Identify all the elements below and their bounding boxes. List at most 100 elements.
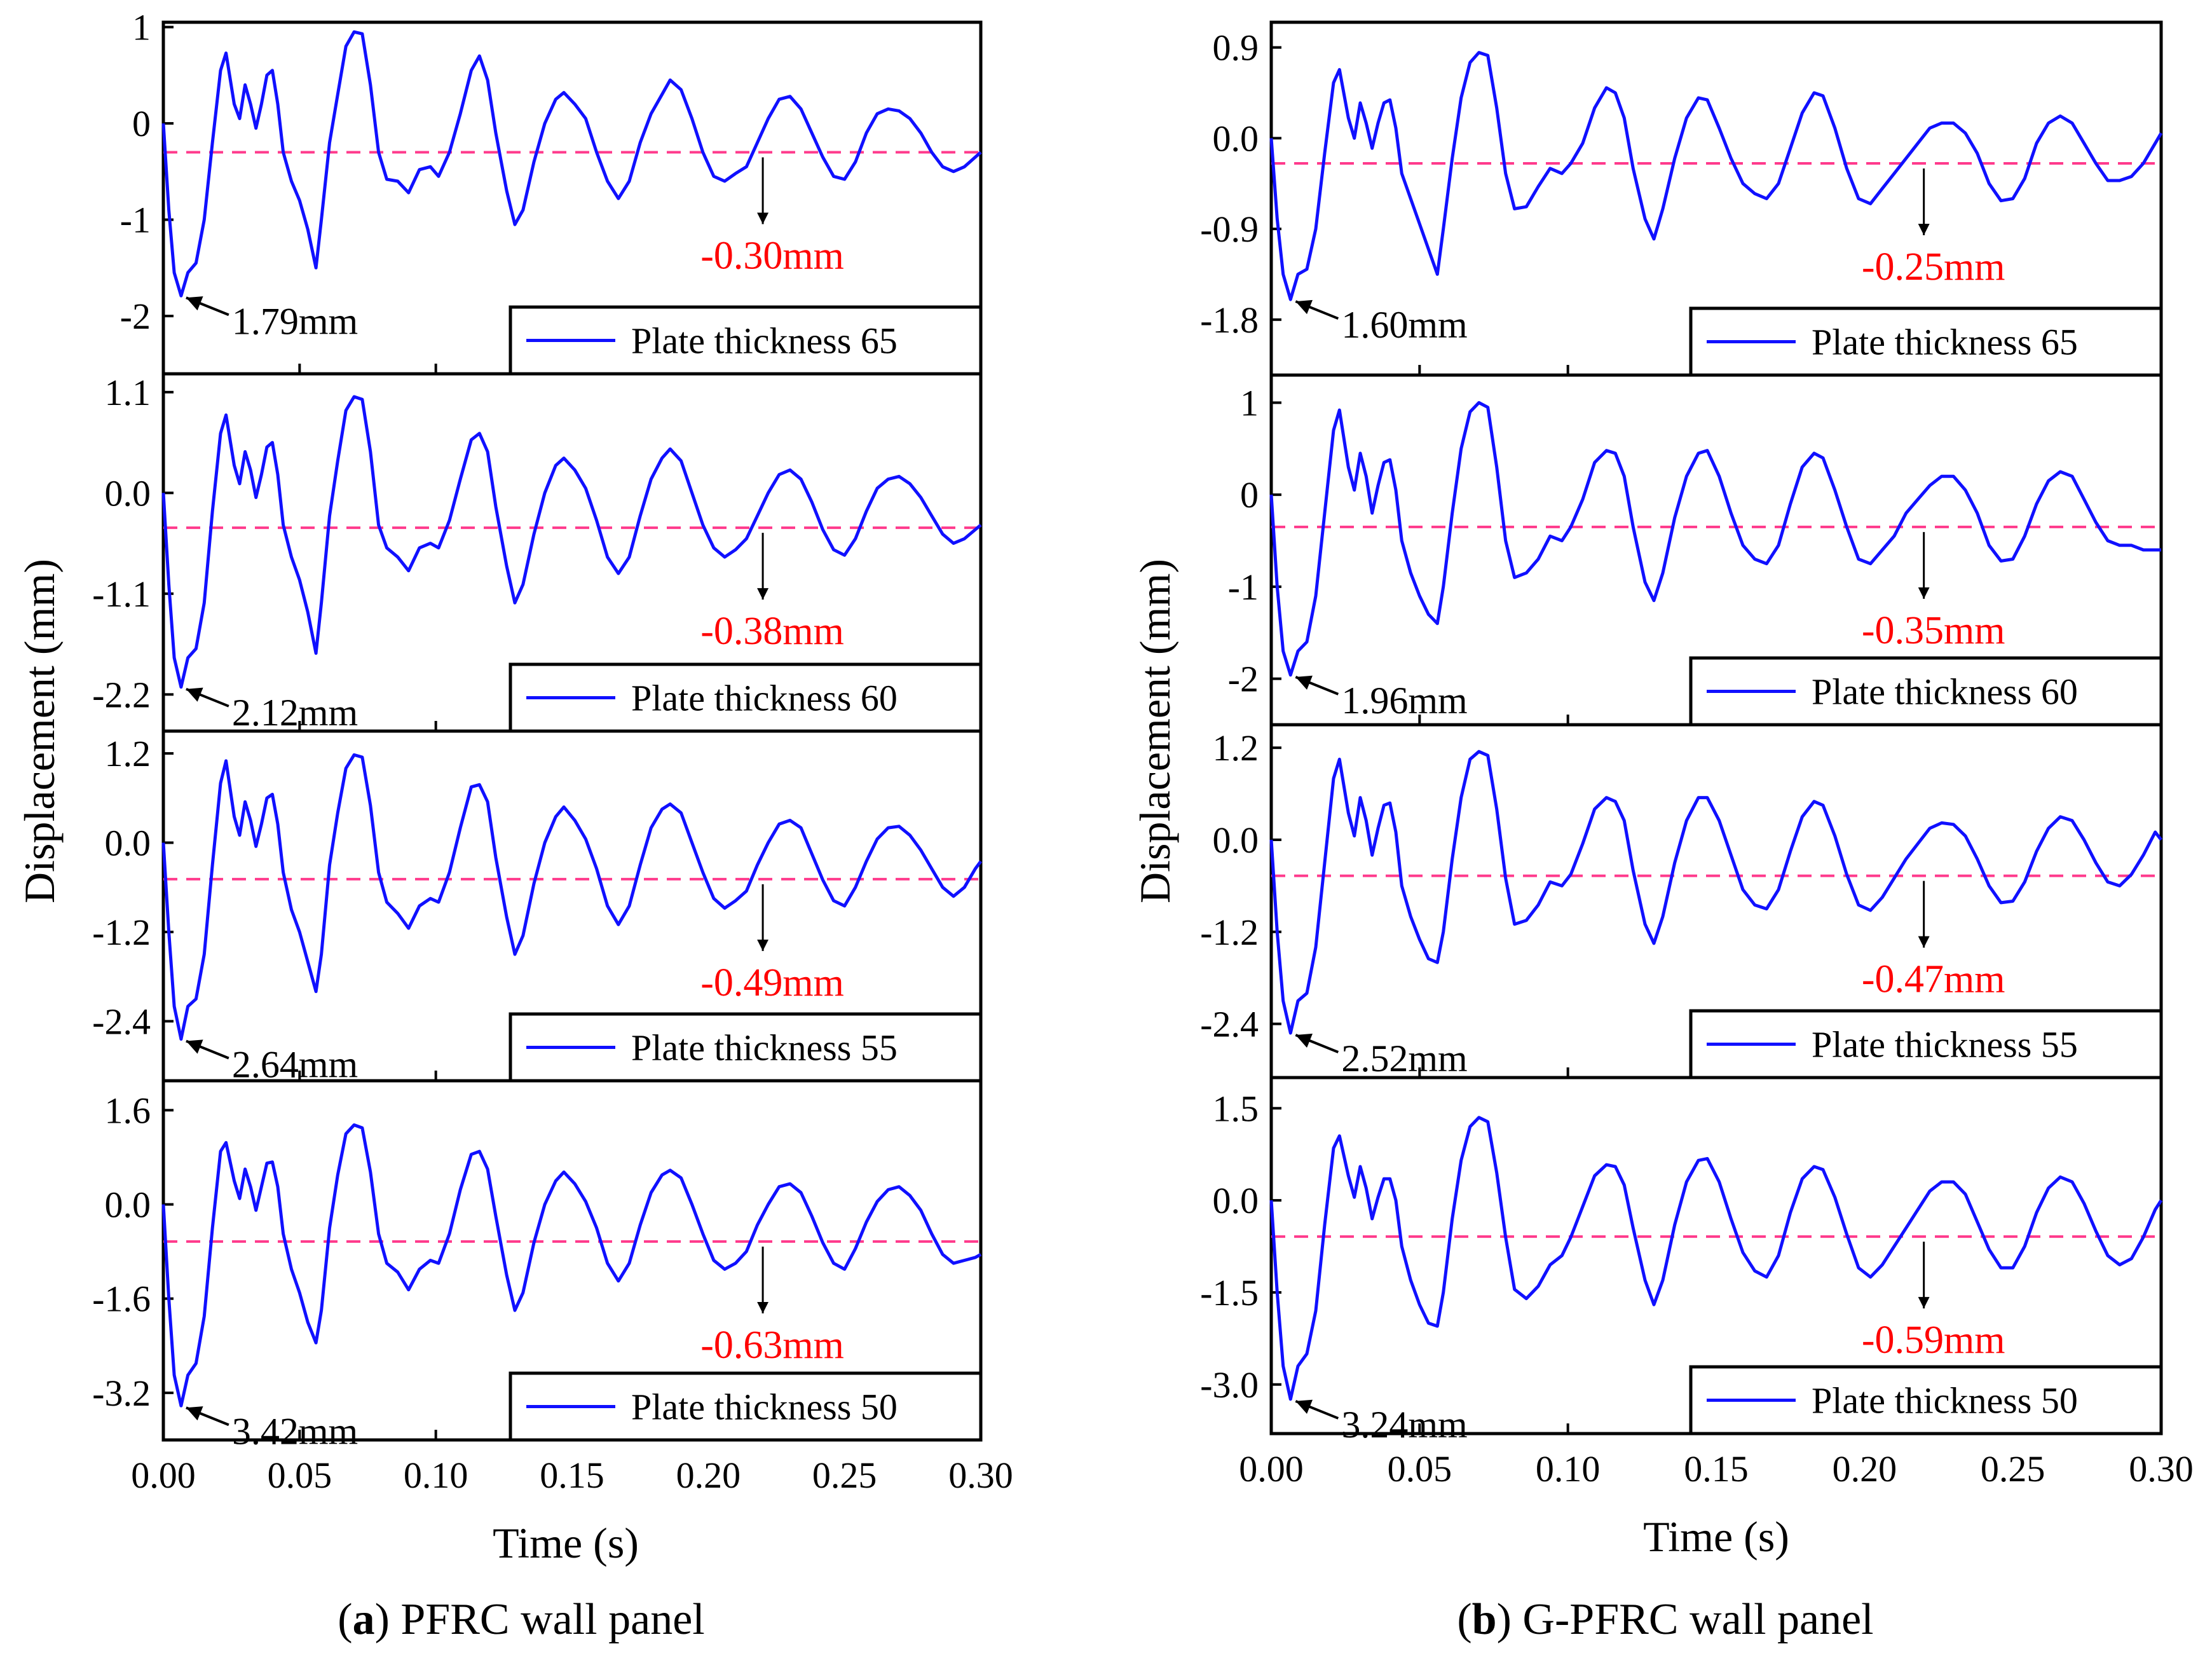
panels: 1 0 -1 -2 1.79mm -0.30mm Plate thickness 65 1.1… [92, 7, 2163, 1452]
displacement-series-line [161, 30, 982, 298]
mean-label: -0.49mm [700, 961, 844, 1004]
mean-label: -0.59mm [1862, 1319, 2005, 1362]
panel-b-2: 1.2 0.0 -1.2 -2.4 2.52mm -0.47mm Plate thickne… [1200, 723, 2163, 1079]
x-tick-label: 0.05 [268, 1455, 332, 1496]
chart-a-caption-text: PFRC wall panel [400, 1595, 704, 1644]
displacement-series-line [161, 753, 983, 1041]
x-tick-label: 0.10 [404, 1455, 468, 1496]
mean-label: -0.35mm [1862, 609, 2005, 652]
y-tick-label: 0.0 [105, 472, 151, 514]
y-tick-label: -2.2 [92, 674, 151, 715]
y-tick-label: -1 [1228, 566, 1259, 608]
mean-label: -0.47mm [1862, 958, 2005, 1001]
y-tick-label: 0 [1240, 474, 1259, 516]
displacement-series-line [1269, 401, 2161, 677]
panel-a-0: 1 0 -1 -2 1.79mm -0.30mm Plate thickness 65 [120, 7, 983, 376]
y-tick-label: 1.2 [1213, 727, 1259, 769]
legend-label: Plate thickness 50 [1812, 1380, 2078, 1422]
y-tick-label: 0.9 [1213, 27, 1259, 69]
displacement-series-line [1269, 51, 2163, 301]
y-tick-label: 1 [132, 7, 151, 48]
chart-b-xlabel: Time (s) [1643, 1512, 1789, 1561]
x-tick-label: 0.25 [812, 1455, 877, 1496]
x-tick-label: 0.20 [1833, 1448, 1897, 1490]
x-tick-label: 0.15 [540, 1455, 604, 1496]
y-tick-label: 0.0 [1213, 118, 1259, 159]
displacement-series-line [161, 395, 982, 689]
panel-a-1: 1.1 0.0 -1.1 -2.2 2.12mm -0.38mm Plate thickne… [92, 372, 983, 734]
panel-a-3: 1.6 0.0 -1.6 -3.2 3.42mm -0.63mm Plate thickne… [92, 1079, 983, 1452]
peak-label: 2.52mm [1341, 1038, 1467, 1079]
mean-label: -0.38mm [700, 610, 844, 653]
y-tick-label: -2.4 [92, 1001, 151, 1042]
peak-label: 1.96mm [1341, 680, 1467, 722]
x-tick-label: 0.05 [1388, 1448, 1452, 1490]
x-tick-label: 0.10 [1536, 1448, 1601, 1490]
chart-a-xticks: 0.00 0.05 0.10 0.15 0.20 0.25 0.30 [131, 1455, 1013, 1496]
peak-arrow [186, 296, 229, 317]
legend-label: Plate thickness 60 [1812, 671, 2078, 713]
x-tick-label: 0.20 [676, 1455, 741, 1496]
y-tick-label: 0.0 [105, 823, 151, 864]
mean-label: -0.30mm [700, 235, 844, 278]
peak-arrow [1295, 299, 1339, 320]
x-tick-label: 0.15 [1684, 1448, 1749, 1490]
chart-b-caption: (b) G-PFRC wall panel [1457, 1595, 1873, 1644]
peak-arrow [186, 687, 229, 708]
x-tick-label: 0.00 [131, 1455, 196, 1496]
y-tick-label: 1.1 [105, 372, 151, 413]
y-tick-label: 0 [132, 103, 151, 144]
peak-label: 2.64mm [232, 1043, 358, 1085]
mean-label: -0.25mm [1862, 245, 2005, 289]
peak-arrow [1295, 675, 1339, 695]
y-tick-label: 1.6 [105, 1090, 151, 1131]
peak-arrow [186, 1039, 229, 1060]
y-tick-label: 0.0 [1213, 819, 1259, 861]
y-tick-label: 1.5 [1213, 1088, 1259, 1129]
legend-label: Plate thickness 65 [1812, 322, 2078, 363]
panel-b-0: 0.9 0.0 -0.9 -1.8 1.60mm -0.25mm Plate thickne… [1200, 20, 2163, 377]
y-tick-label: -0.9 [1200, 209, 1259, 250]
legend-label: Plate thickness 65 [631, 320, 898, 362]
y-tick-label: 1.2 [105, 733, 151, 774]
x-tick-label: 0.30 [2129, 1448, 2194, 1490]
chart-b-caption-text: G-PFRC wall panel [1522, 1595, 1873, 1644]
chart-b-xticks: 0.00 0.05 0.10 0.15 0.20 0.25 0.30 [1239, 1448, 2194, 1490]
chart-a-caption-letter: a [353, 1595, 375, 1644]
y-tick-label: -1 [120, 200, 151, 241]
y-tick-label: -1.2 [1200, 912, 1259, 953]
y-tick-label: -1.2 [92, 912, 151, 953]
panel-b-3: 1.5 0.0 -1.5 -3.0 3.24mm -0.59mm Plate thickne… [1200, 1076, 2163, 1446]
y-tick-label: 0.0 [1213, 1180, 1259, 1221]
displacement-series-line [1269, 1116, 2163, 1401]
y-tick-label: -2 [120, 296, 151, 337]
peak-arrow [1295, 1399, 1339, 1420]
x-tick-label: 0.30 [948, 1455, 1013, 1496]
chart-a-caption: (a) PFRC wall panel [338, 1595, 704, 1644]
mean-label: -0.63mm [700, 1324, 844, 1367]
x-tick-label: 0.00 [1239, 1448, 1304, 1490]
y-tick-label: -3.2 [92, 1373, 151, 1414]
peak-label: 2.12mm [232, 692, 358, 734]
legend-label: Plate thickness 55 [631, 1027, 898, 1069]
chart-b-ylabel: Displacement (mm) [1131, 559, 1179, 903]
y-tick-label: -1.6 [92, 1278, 151, 1320]
chart-a-xlabel: Time (s) [493, 1519, 639, 1567]
y-tick-label: 0.0 [105, 1184, 151, 1226]
legend-label: Plate thickness 55 [1812, 1024, 2078, 1065]
chart-a: Displacement (mm) Time (s) (a) PFRC wall… [15, 559, 1013, 1644]
y-tick-label: -2.4 [1200, 1004, 1259, 1045]
chart-b: Displacement (mm) Time (s) (b) G-PFRC wa… [1131, 559, 2194, 1644]
legend-label: Plate thickness 60 [631, 678, 898, 719]
legend-label: Plate thickness 50 [631, 1387, 898, 1428]
y-tick-label: -3.0 [1200, 1364, 1259, 1406]
panel-a-2: 1.2 0.0 -1.2 -2.4 2.64mm -0.49mm Plate thickne… [92, 729, 983, 1085]
y-tick-label: 1 [1240, 382, 1259, 423]
peak-label: 3.42mm [232, 1410, 358, 1452]
y-tick-label: -1.5 [1200, 1272, 1259, 1313]
chart-b-caption-letter: b [1472, 1595, 1497, 1644]
y-tick-label: -2 [1228, 659, 1259, 700]
peak-label: 1.60mm [1341, 304, 1467, 346]
y-tick-label: -1.8 [1200, 299, 1259, 341]
